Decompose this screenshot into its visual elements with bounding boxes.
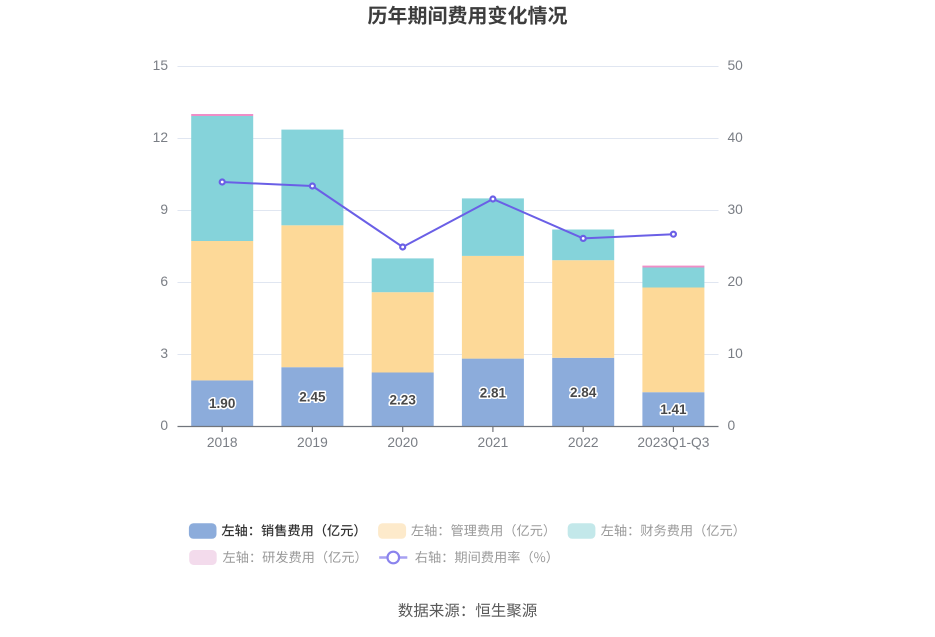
svg-text:0: 0 <box>728 418 736 433</box>
svg-text:2019: 2019 <box>297 435 328 450</box>
svg-text:1.41: 1.41 <box>660 402 687 417</box>
svg-text:2018: 2018 <box>207 435 238 450</box>
svg-text:6: 6 <box>160 274 168 289</box>
svg-text:2022: 2022 <box>568 435 599 450</box>
svg-text:2.84: 2.84 <box>570 385 597 400</box>
svg-text:2021: 2021 <box>478 435 509 450</box>
svg-text:40: 40 <box>728 130 744 145</box>
svg-text:0: 0 <box>160 418 168 433</box>
svg-text:2.81: 2.81 <box>480 385 507 400</box>
svg-text:1.90: 1.90 <box>209 396 235 411</box>
svg-text:2.23: 2.23 <box>390 392 417 407</box>
svg-text:30: 30 <box>728 202 744 217</box>
svg-text:2023Q1-Q3: 2023Q1-Q3 <box>637 435 709 450</box>
svg-text:12: 12 <box>153 130 168 145</box>
svg-text:9: 9 <box>160 202 168 217</box>
svg-text:15: 15 <box>153 58 169 73</box>
svg-text:50: 50 <box>728 58 744 73</box>
svg-text:3: 3 <box>160 346 168 361</box>
svg-text:2020: 2020 <box>387 435 418 450</box>
svg-text:2.45: 2.45 <box>299 390 326 405</box>
svg-text:20: 20 <box>728 274 744 289</box>
svg-text:10: 10 <box>728 346 744 361</box>
